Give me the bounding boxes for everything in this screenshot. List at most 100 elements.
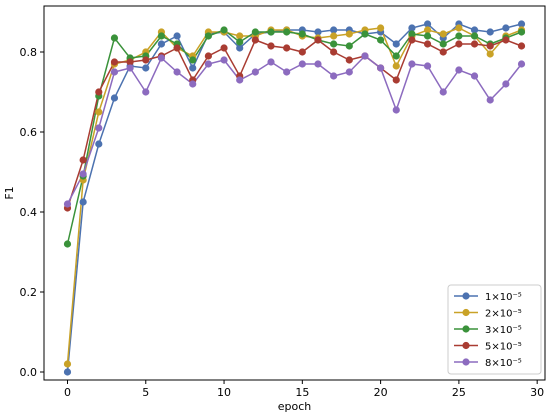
data-point-s1 <box>189 64 197 72</box>
legend-marker <box>462 341 470 350</box>
data-point-s4 <box>392 76 400 84</box>
data-point-s4 <box>220 44 228 52</box>
x-axis-label: epoch <box>278 400 312 413</box>
x-tick-label: 15 <box>295 386 309 399</box>
y-tick-label: 0.2 <box>20 286 38 299</box>
data-point-s2 <box>455 24 463 32</box>
data-point-s5 <box>220 56 228 64</box>
x-tick-label: 0 <box>64 386 71 399</box>
data-point-s5 <box>470 72 479 80</box>
data-point-s1 <box>486 28 494 36</box>
data-point-s4 <box>502 36 510 44</box>
data-point-s5 <box>79 170 87 178</box>
data-point-s3 <box>377 36 385 44</box>
data-point-s4 <box>408 36 416 44</box>
data-point-s5 <box>377 64 385 72</box>
data-point-s3 <box>345 42 353 50</box>
data-point-s5 <box>486 96 494 104</box>
y-tick-label: 0.4 <box>20 206 38 219</box>
series-line-4 <box>66 39 522 209</box>
data-point-s2 <box>423 26 432 34</box>
y-tick-label: 0.6 <box>20 126 38 139</box>
data-point-s5 <box>423 62 432 70</box>
data-point-s1 <box>314 28 322 36</box>
data-point-s3 <box>408 30 416 38</box>
plot-area <box>43 5 546 381</box>
data-point-s4 <box>95 88 103 96</box>
data-point-s5 <box>298 60 306 68</box>
data-point-s3 <box>63 240 72 248</box>
x-axis: 0 5 10 15 20 25 30 <box>64 380 544 399</box>
data-point-s4 <box>204 52 212 60</box>
x-tick-label: 25 <box>452 386 466 399</box>
data-point-s5 <box>392 106 400 114</box>
data-point-s5 <box>63 200 72 208</box>
series-markers <box>63 20 526 376</box>
data-point-s4 <box>251 36 259 44</box>
data-point-s3 <box>157 32 166 40</box>
x-tick-label: 10 <box>217 386 231 399</box>
data-point-s1 <box>392 40 400 48</box>
x-tick-label: 30 <box>530 386 544 399</box>
data-point-s5 <box>157 54 166 62</box>
legend-marker <box>462 325 470 333</box>
data-point-s4 <box>439 48 447 56</box>
data-point-s1 <box>110 94 119 102</box>
data-point-s2 <box>63 360 72 368</box>
data-point-s3 <box>517 28 526 36</box>
y-axis: 0.0 0.2 0.4 0.6 0.8 <box>20 46 44 379</box>
data-point-s5 <box>345 68 353 76</box>
data-point-s4 <box>79 156 87 164</box>
data-point-s5 <box>189 80 197 88</box>
x-tick-label: 20 <box>374 386 388 399</box>
y-tick-label: 0.8 <box>20 46 38 59</box>
data-point-s4 <box>267 42 275 50</box>
data-point-s3 <box>236 38 244 46</box>
legend-entry-label: 1×10⁻⁵ <box>485 292 522 303</box>
data-point-s4 <box>330 48 338 56</box>
data-point-s4 <box>470 40 479 48</box>
data-point-s3 <box>204 32 212 40</box>
data-point-s2 <box>392 62 400 70</box>
data-point-s3 <box>220 26 228 34</box>
legend: 1×10⁻⁵ 2×10⁻⁵ 3×10⁻⁵ 5×10⁻⁵ 8×10⁻⁵ <box>447 284 542 375</box>
data-point-s5 <box>314 60 322 68</box>
data-point-s4 <box>455 40 463 48</box>
data-point-s1 <box>330 26 338 34</box>
data-point-s4 <box>126 58 134 66</box>
data-point-s5 <box>517 60 526 68</box>
data-point-s5 <box>267 58 275 66</box>
data-point-s5 <box>502 80 510 88</box>
data-point-s2 <box>95 108 103 116</box>
data-point-s4 <box>517 42 526 50</box>
data-point-s3 <box>470 32 479 40</box>
data-point-s3 <box>189 56 197 64</box>
data-point-s4 <box>314 36 322 44</box>
data-point-s3 <box>298 30 306 38</box>
data-point-s5 <box>361 52 369 60</box>
data-point-s1 <box>79 198 87 206</box>
data-point-s1 <box>470 26 479 34</box>
data-point-s5 <box>95 124 103 132</box>
data-point-s5 <box>251 68 259 76</box>
data-point-s1 <box>95 140 103 148</box>
series-line-5 <box>66 55 523 205</box>
data-point-s3 <box>392 52 400 60</box>
data-point-s1 <box>173 32 181 40</box>
data-point-s2 <box>345 30 353 38</box>
data-point-s5 <box>142 88 150 96</box>
data-point-s4 <box>298 48 306 56</box>
data-point-s4 <box>173 44 181 52</box>
legend-marker <box>462 292 470 300</box>
data-point-s1 <box>142 64 150 72</box>
data-point-s1 <box>63 368 72 376</box>
data-point-s4 <box>142 56 150 64</box>
data-point-s1 <box>423 20 432 28</box>
data-point-s5 <box>455 66 463 74</box>
data-point-s5 <box>126 64 134 72</box>
data-point-s2 <box>236 32 244 40</box>
data-point-s3 <box>267 28 275 36</box>
data-point-s5 <box>408 60 416 68</box>
legend-marker <box>462 308 470 317</box>
